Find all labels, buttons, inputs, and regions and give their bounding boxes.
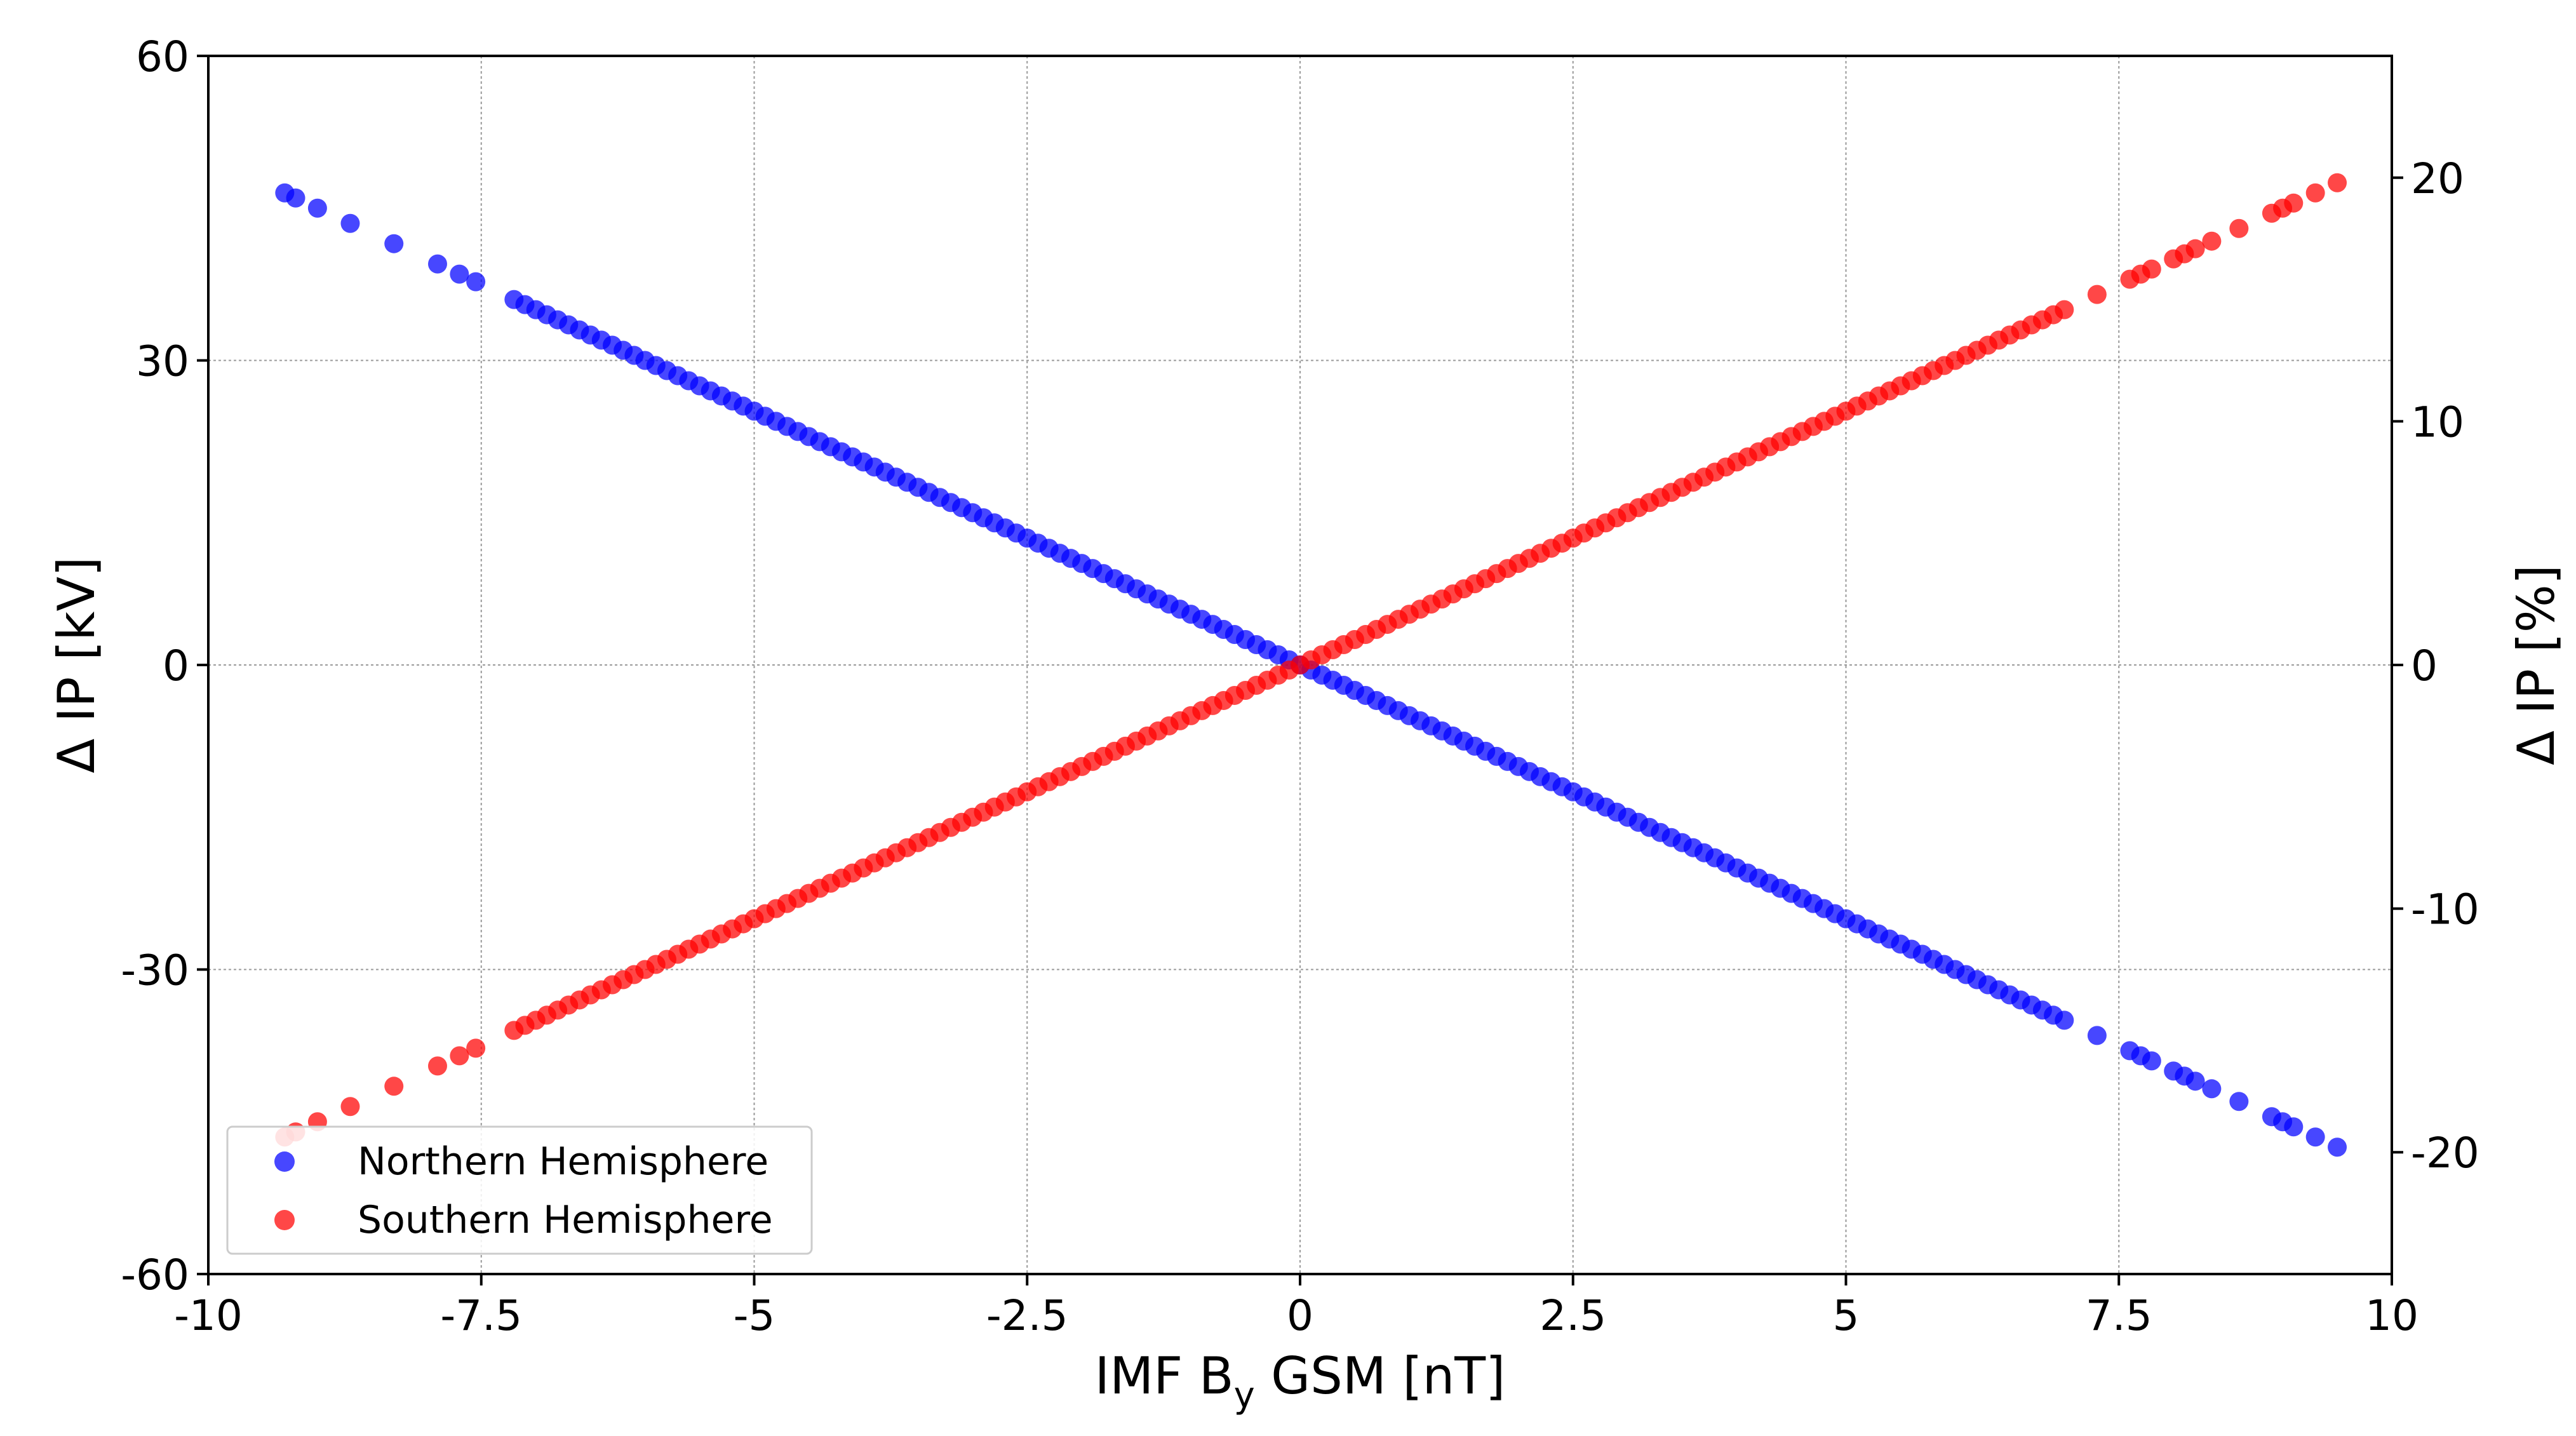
y-tick-label: 0 [163,641,189,690]
northern-point [2055,1010,2074,1030]
southern-point [466,1038,486,1058]
legend-label-northern: Northern Hemisphere [358,1139,768,1184]
y2-tick-label: 0 [2411,641,2438,690]
southern-point [2202,231,2222,251]
y-tick-label: 30 [136,337,189,386]
legend-marker-northern [274,1151,295,1172]
y-tick-label: -60 [121,1251,189,1299]
y2-tick-label: -10 [2411,885,2479,934]
northern-point [307,198,327,218]
y2-tick-label: 20 [2411,154,2464,203]
southern-point [2055,300,2074,319]
southern-point [2087,285,2107,304]
southern-point [340,1097,360,1117]
northern-point [2087,1026,2107,1045]
y-tick-label: 60 [136,32,189,81]
northern-point [2305,1127,2325,1147]
legend-label-southern: Southern Hemisphere [358,1198,773,1242]
northern-point [2185,1071,2205,1091]
secondary-y-axis-title: Δ IP [%] [2507,565,2566,765]
y-tick-label: -30 [121,946,189,995]
x-tick-label: -2.5 [986,1291,1068,1340]
x-tick-label: -7.5 [440,1291,522,1340]
y2-tick-label: 10 [2411,398,2464,446]
x-tick-label: -5 [734,1291,775,1340]
legend-box [226,1125,813,1255]
y-axis-title: Δ IP [kV] [47,557,106,774]
northern-point [2284,1117,2304,1137]
northern-point [286,188,305,208]
x-tick-label: 10 [2365,1291,2418,1340]
southern-point [384,1077,404,1096]
northern-point [2202,1079,2222,1099]
southern-point [450,1046,469,1066]
northern-hemisphere-series [275,183,2347,1157]
southern-point [2185,239,2205,258]
northern-point [384,234,404,253]
northern-point [427,254,447,274]
x-tick-label: 5 [1833,1291,1860,1340]
x-tick-label: 7.5 [2086,1291,2152,1340]
northern-point [2328,1137,2347,1157]
legend: Northern Hemisphere Southern Hemisphere [226,1125,813,1255]
southern-point [2305,183,2325,203]
southern-point [2328,173,2347,192]
southern-point [2142,259,2161,279]
axis-ticks: -10 -7.5 -5 -2.5 0 2.5 5 7.5 10 -60 -30 0 30 60 -20 -10… [121,32,2479,1340]
legend-marker-southern [274,1210,295,1230]
x-tick-label: -10 [174,1291,243,1340]
southern-point [2229,218,2249,238]
x-axis-title: IMF By GSM [nT] [1095,1346,1506,1416]
northern-point [2142,1051,2161,1071]
northern-point [450,264,469,284]
y2-tick-label: -20 [2411,1129,2479,1178]
northern-point [466,272,486,292]
x-tick-label: 2.5 [1540,1291,1606,1340]
x-tick-label: 0 [1287,1291,1313,1340]
northern-point [340,213,360,233]
southern-point [2284,193,2304,213]
southern-point [427,1056,447,1076]
northern-point [2229,1092,2249,1111]
